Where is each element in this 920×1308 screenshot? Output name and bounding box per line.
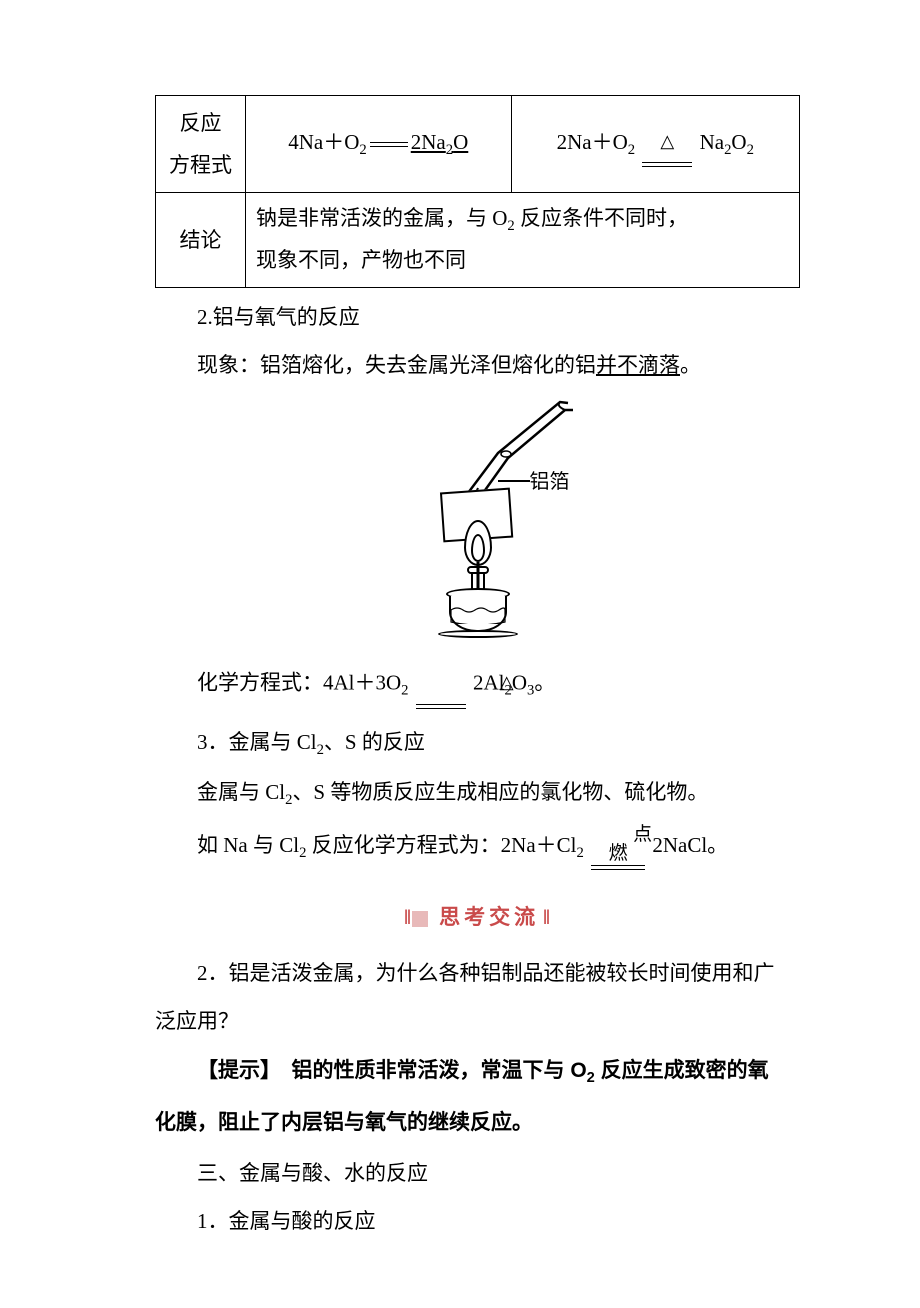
phen-text1: 铝箔熔化，失去金属光泽但熔化的铝 — [260, 353, 596, 377]
r2-text-l1b: 反应条件不同时， — [515, 206, 688, 230]
label-connector-line — [498, 480, 530, 482]
r1c2-rhs: Na — [694, 130, 724, 154]
table-row1-label: 反应 方程式 — [156, 96, 246, 193]
s3-title-b: 、S 的反应 — [324, 730, 425, 754]
burner-fluid-icon — [449, 606, 507, 624]
s3-eq-lhs: 2Na＋Cl — [501, 833, 577, 857]
table-row1-col1: 4Na＋O22Na2O — [246, 96, 512, 193]
r1c2-rhs2: O — [731, 130, 746, 154]
burner-body-icon — [449, 596, 507, 632]
r1c1-lhs: 4Na＋O — [288, 130, 359, 154]
table-row1-col2: 2Na＋O2 △ Na2O2 — [511, 96, 799, 193]
condition-heat-icon: △ — [642, 121, 692, 168]
section-3-line1: 金属与 Cl2、S 等物质反应生成相应的氯化物、硫化物。 — [155, 771, 800, 816]
section-3-title: 3．金属与 Cl2、S 的反应 — [155, 721, 800, 766]
hint-line2: 化膜，阻止了内层铝与氧气的继续反应。 — [155, 1100, 800, 1146]
row1-label-l1: 反应 — [180, 111, 222, 135]
phen-end: 。 — [680, 353, 701, 377]
phen-label: 现象： — [197, 353, 260, 377]
eq2-end: 。 — [534, 670, 555, 694]
hdr-text: 思考交流 — [439, 906, 539, 929]
section-2-equation: 化学方程式：4Al＋3O2 △ 2Al2O3。 — [155, 660, 800, 709]
eq2-rhs2: O — [512, 670, 527, 694]
hint-label: 【提示】 — [197, 1059, 271, 1082]
section-three-title: 三、金属与酸、水的反应 — [155, 1152, 800, 1194]
cond-ignite-text: 点燃 — [591, 825, 645, 863]
s3-l2b: 反应化学方程式为： — [306, 833, 500, 857]
hdr-square-icon — [412, 911, 428, 927]
section-2-phenomenon: 现象：铝箔熔化，失去金属光泽但熔化的铝并不滴落。 — [155, 344, 800, 386]
hint-text1: 铝的性质非常活泼，常温下与 O — [271, 1059, 587, 1082]
r2-text-l2: 现象不同，产物也不同 — [256, 248, 466, 272]
s3-eq-rhs: 2NaCl。 — [647, 833, 728, 857]
section-three-sub1: 1．金属与酸的反应 — [155, 1200, 800, 1242]
r1c2-lhs: 2Na＋O — [557, 130, 628, 154]
s3-l1a: 金属与 Cl — [197, 780, 285, 804]
table-row2-label: 结论 — [156, 193, 246, 288]
s3-l2a: 如 Na 与 Cl — [197, 833, 299, 857]
r1c1-rhs: 2Na — [411, 130, 446, 154]
burner-base-icon — [438, 630, 518, 638]
apparatus-diagram: 铝箔 — [155, 398, 800, 652]
flame-inner-icon — [471, 534, 485, 562]
r1c1-rhs2: O — [453, 130, 468, 154]
reaction-table: 反应 方程式 4Na＋O22Na2O 2Na＋O2 △ Na2O2 结论 钠是非… — [155, 95, 800, 288]
condition-ignite-icon: 点燃 — [591, 825, 645, 870]
hdr-bar-right-icon: ‖ — [543, 898, 551, 938]
think-q-line2: 泛应用？ — [155, 1000, 800, 1042]
s3-title-a: 3．金属与 Cl — [197, 730, 317, 754]
eq2-lhs: 4Al＋3O — [323, 670, 401, 694]
row1-label-l2: 方程式 — [169, 153, 232, 177]
think-header: ‖ 思考交流‖ — [155, 898, 800, 938]
foil-label: 铝箔 — [530, 463, 570, 501]
section-3-line2: 如 Na 与 Cl2 反应化学方程式为：2Na＋Cl2 点燃 2NaCl。 — [155, 824, 800, 870]
think-q-line1: 2．铝是活泼金属，为什么各种铝制品还能被较长时间使用和广 — [155, 952, 800, 994]
hint-text1b: 反应生成致密的氧 — [595, 1059, 769, 1082]
phen-underline: 并不滴落 — [596, 353, 680, 377]
section-2-title: 2.铝与氧气的反应 — [155, 296, 800, 338]
eq-double-line — [370, 142, 408, 147]
hdr-bar-left-icon: ‖ — [404, 898, 412, 938]
table-row2-text: 钠是非常活泼的金属，与 O2 反应条件不同时， 现象不同，产物也不同 — [246, 193, 800, 288]
r2-text-l1: 钠是非常活泼的金属，与 O — [256, 206, 507, 230]
eq2-label: 化学方程式： — [197, 670, 323, 694]
condition-heat-icon: △ — [416, 660, 466, 709]
hint-line1: 【提示】 铝的性质非常活泼，常温下与 O2 反应生成致密的氧 — [155, 1048, 800, 1095]
s3-l1b: 、S 等物质反应生成相应的氯化物、硫化物。 — [292, 780, 708, 804]
